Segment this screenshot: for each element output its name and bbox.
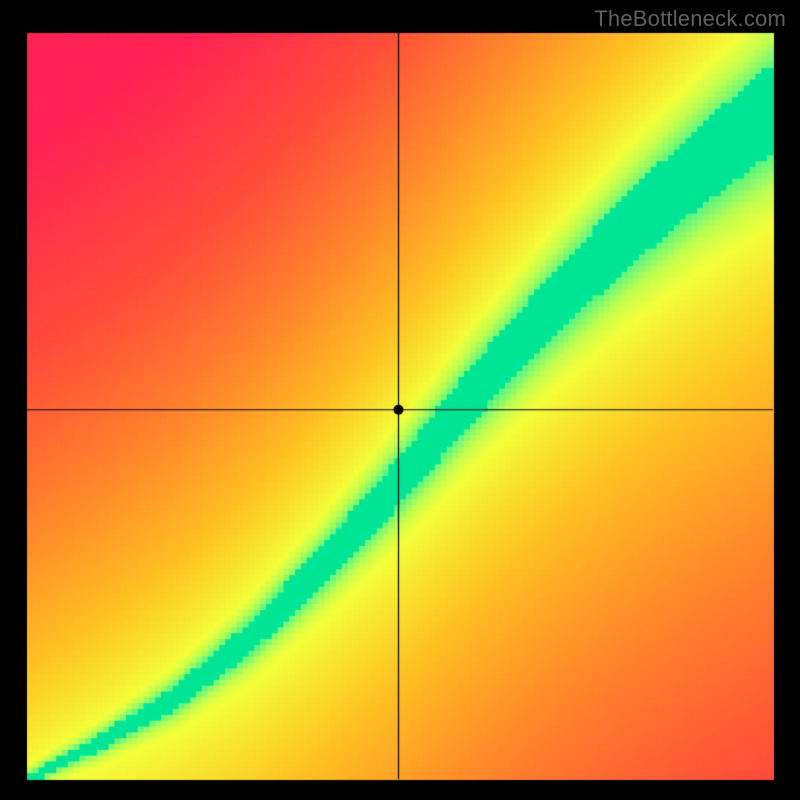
watermark-text: TheBottleneck.com [594,6,786,32]
bottleneck-heatmap [0,0,800,800]
chart-container: { "watermark": { "text": "TheBottleneck.… [0,0,800,800]
